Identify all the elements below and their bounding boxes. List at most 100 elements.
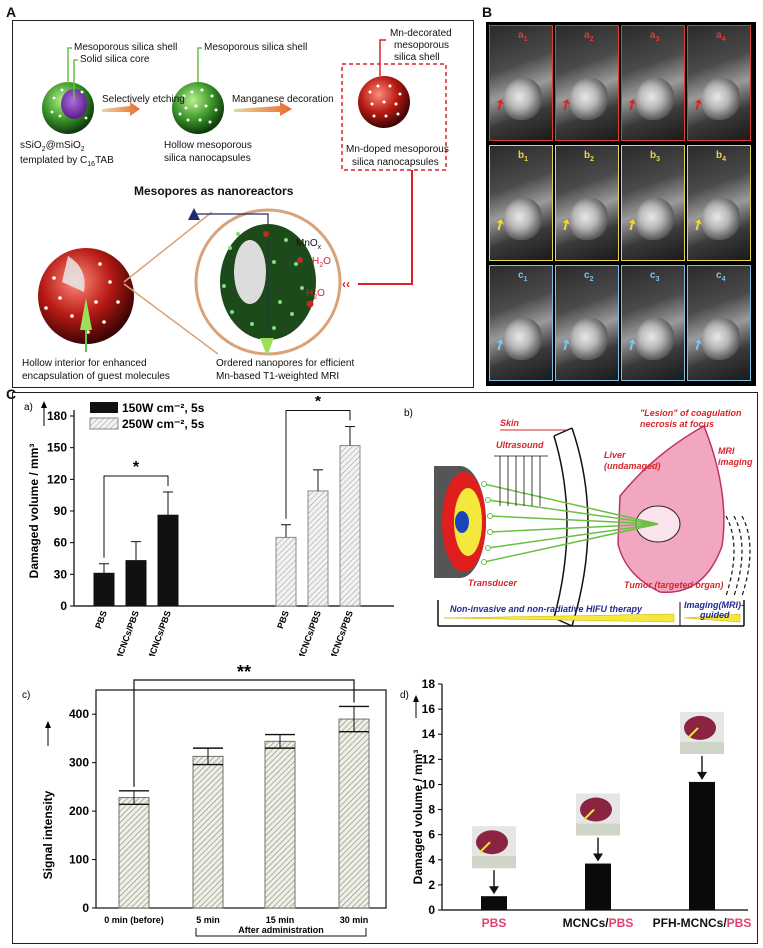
mri-thumb-label: c3 <box>650 270 660 283</box>
chart-c-ytick-label: 200 <box>69 804 89 818</box>
chart-c-plot-frame <box>95 689 387 909</box>
mn-decorated-box <box>341 63 447 171</box>
chart-d-ytick-label: 4 <box>428 853 435 867</box>
label-hollow-1: Hollow mesoporous <box>164 140 252 151</box>
mri-thumb-label: a3 <box>650 30 660 43</box>
chart-c-ytick-label: 100 <box>69 853 89 867</box>
label-mn-decorated-2: mesoporous <box>394 40 450 51</box>
chart-d-bar <box>585 863 611 910</box>
label-ordered-2: Mn-based T1-weighted MRI <box>216 371 340 382</box>
panel-c-frame <box>12 392 758 944</box>
label-hollow-2: silica nanocapsules <box>164 153 251 164</box>
chart-c-ytick-label: 400 <box>69 707 89 721</box>
beam-node <box>481 481 487 487</box>
ultrasound-beam <box>483 483 659 525</box>
label-ordered-1: Ordered nanopores for efficient <box>216 358 355 369</box>
mri-thumb-b4: b4 ➚ <box>687 145 751 261</box>
sphere-solid-core <box>42 82 94 134</box>
sphere-mn-doped <box>358 76 410 128</box>
chart-a-legend-swatch-2 <box>89 417 119 430</box>
mri-wave <box>725 515 735 597</box>
diagram-b-panel-label: b) <box>404 408 413 419</box>
label-mesoporous-shell-1: Mesoporous silica shell <box>74 42 178 53</box>
chart-d-photo-arrow <box>687 727 699 739</box>
label-step-etching: Selectively etching <box>102 94 185 105</box>
ultrasound-beam <box>483 523 659 563</box>
chart-d-xtick-pbs: PBS <box>482 916 507 930</box>
label-solid-core: Solid silica core <box>80 54 150 65</box>
chart-d-ytick-label: 6 <box>428 828 435 842</box>
chart-a-ytick-label: 90 <box>54 504 68 518</box>
chart-a-xtick-label: MCNCs/PBS <box>113 609 141 656</box>
chart-a-xtick-label: PFH-MCNCs/PBS <box>138 609 173 656</box>
chart-d-ytick-label: 8 <box>428 803 435 817</box>
label-mri-2: imaging <box>718 457 753 467</box>
mri-thumb-b2: b2 ➚ <box>555 145 619 261</box>
label-hollow-interior-2: encapsulation of guest molecules <box>22 371 170 382</box>
mri-anatomy <box>702 198 740 240</box>
mri-anatomy <box>702 78 740 120</box>
mri-thumb-label: a4 <box>716 30 726 43</box>
label-imaging-1: Imaging(MRI)- <box>684 600 744 610</box>
chart-a-ytick-label: 60 <box>54 536 68 550</box>
chart-a-xtick-label: MCNCs/PBS <box>295 609 323 656</box>
skin-top <box>553 427 573 437</box>
mri-thumb-label: a1 <box>518 30 528 43</box>
chart-c-significance-bracket <box>133 679 355 787</box>
label-h2o-1: H2O <box>312 256 331 269</box>
chart-c-bar <box>192 755 224 909</box>
ultrasound-beam <box>487 523 659 549</box>
chart-a-significance-mark: * <box>133 459 140 476</box>
chart-d-bar <box>481 896 507 910</box>
chart-d-xtick-prefix: PFH-MCNCs/ <box>653 916 728 930</box>
chart-d-photo-ruler <box>680 741 724 754</box>
sphere-hollow <box>172 82 224 134</box>
chart-a: a) 0 30 60 90 120 150 180 Damaged volume / mm³ 15… <box>24 396 394 656</box>
panel-c-letter: C <box>6 386 17 402</box>
chart-d-xtick-label: PFH-MCNCs/PBS <box>653 916 752 930</box>
chart-a-xtick-label: PBS <box>93 609 109 630</box>
chart-a-legend-label-1: 150W cm⁻², 5s <box>122 401 205 415</box>
chart-a-ylabel-arrowhead <box>41 401 47 408</box>
ultrasound-beam <box>489 515 659 525</box>
mri-thumb-c1: c1 ➚ <box>489 265 553 381</box>
chart-a-ylabel: Damaged volume / mm³ <box>27 444 41 579</box>
chart-a-significance-mark: * <box>315 396 322 411</box>
chart-d-photo-arrow <box>583 808 595 821</box>
panel-a-frame <box>12 20 474 388</box>
panel-a-illustration: ‹‹‹ <box>38 39 447 356</box>
chart-d-xtick-label: PBS <box>482 916 507 930</box>
chart-c-panel-label: c) <box>22 690 30 701</box>
arrow-manganese <box>234 102 292 116</box>
label-hifu: Non-invasive and non-radiative HIFU ther… <box>450 604 643 614</box>
label-mri-1: MRI <box>718 446 735 456</box>
chart-a-ytick-label: 120 <box>47 472 67 486</box>
chart-d-ylabel-arrowhead <box>413 695 419 702</box>
chart-c-xtick-label: 30 min <box>340 915 369 925</box>
label-mnox: MnOx <box>296 238 322 251</box>
chart-c-group-bracket <box>195 928 367 937</box>
label-mn-decorated-3: silica shell <box>394 52 440 63</box>
label-lesion-1: "Lesion" of coagulation <box>640 408 742 418</box>
mri-thumb-label: a2 <box>584 30 594 43</box>
beam-node <box>485 545 491 551</box>
mri-wave <box>733 515 743 597</box>
chart-d-xtick-prefix: MCNCs/ <box>563 916 610 930</box>
label-transducer: Transducer <box>468 578 517 588</box>
chart-c-significance-mark: ** <box>237 664 251 682</box>
chart-c-bar <box>338 718 370 909</box>
chart-a-bar <box>307 490 329 607</box>
chart-a-panel-label: a) <box>24 402 33 413</box>
mri-anatomy <box>636 318 674 360</box>
label-liver-1: Liver <box>604 450 626 460</box>
label-mn-doped-1: Mn-doped mesoporous <box>346 144 449 155</box>
sphere-large-red <box>38 248 134 344</box>
mri-thumb-a1: a1 ➚ <box>489 25 553 141</box>
chart-c-group-label: After administration <box>238 925 324 935</box>
mri-thumb-a4: a4 ➚ <box>687 25 751 141</box>
arrow-etching <box>102 102 140 116</box>
mri-thumb-b1: b1 ➚ <box>489 145 553 261</box>
ultrasound-beam <box>489 523 659 533</box>
chart-d-photo-ruler <box>576 823 620 836</box>
chart-d: d) 0 2 4 6 8 10 12 14 16 18 Damaged volume / mm³ PBS… <box>400 677 752 930</box>
